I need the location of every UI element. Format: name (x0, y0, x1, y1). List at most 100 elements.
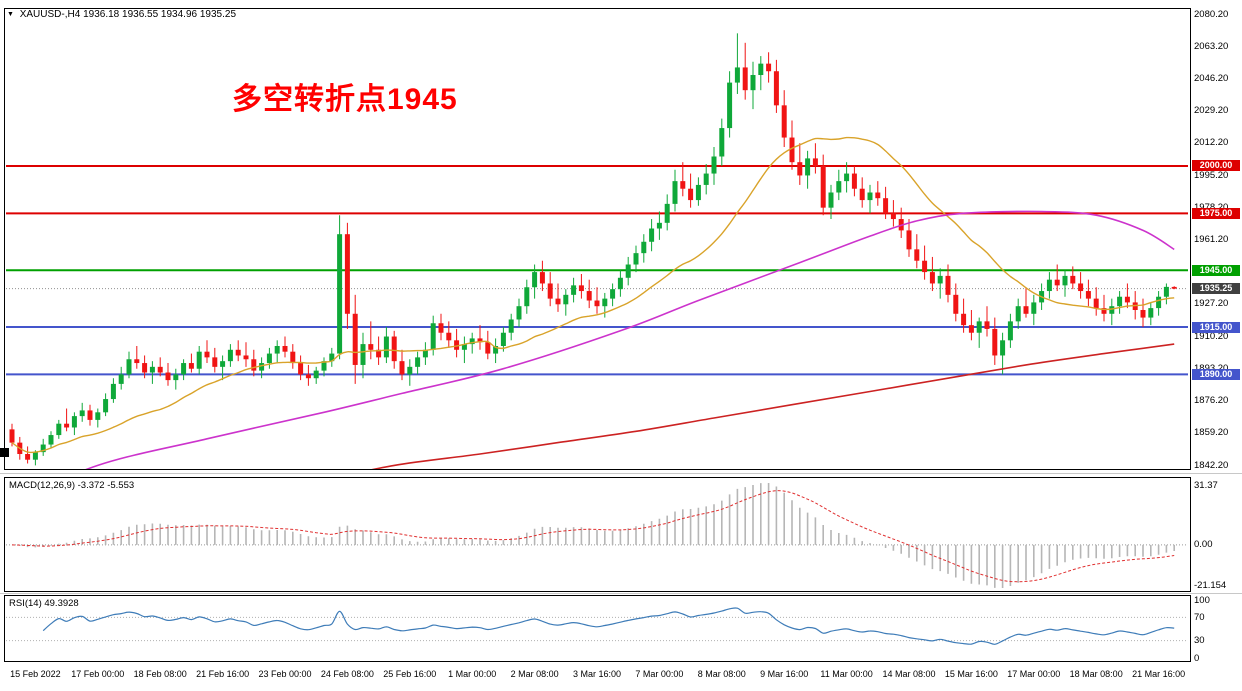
candle (181, 363, 187, 375)
candle (649, 228, 655, 242)
candle (836, 181, 842, 193)
candle (1163, 286, 1169, 297)
candle (508, 319, 514, 333)
candle (524, 287, 530, 307)
candle (399, 361, 405, 375)
candle (118, 374, 124, 384)
candle (149, 366, 155, 373)
rsi-line (42, 607, 1175, 645)
candle (1140, 309, 1146, 318)
candle (859, 188, 865, 201)
candle (875, 192, 881, 199)
candle (516, 306, 522, 320)
candle (204, 351, 210, 358)
candle (71, 416, 77, 428)
ma-slow-line (371, 343, 1175, 469)
candle (79, 410, 85, 417)
candle (820, 165, 826, 208)
candle (1124, 296, 1130, 303)
candle (235, 349, 241, 356)
main-panel-frame (4, 8, 1191, 470)
candle (1101, 308, 1107, 314)
candle (719, 128, 725, 157)
candle (461, 344, 467, 350)
candle (64, 423, 70, 428)
candle (742, 67, 748, 91)
candle (563, 294, 569, 305)
candle (984, 321, 990, 329)
chart-ohlc-readout: 1936.18 1936.55 1934.96 1935.25 (83, 9, 237, 20)
chart-title: ▼ XAUUSD-,H4 1936.18 1936.55 1934.96 193… (7, 9, 236, 20)
candle (672, 181, 678, 204)
candle (789, 137, 795, 163)
candle (493, 345, 499, 354)
candle (56, 423, 62, 436)
candle (259, 363, 265, 371)
candle (188, 363, 194, 369)
candle (828, 192, 834, 208)
candle (95, 412, 101, 420)
candle (633, 253, 639, 265)
candle (953, 294, 959, 314)
candle (134, 359, 140, 364)
candle (477, 338, 483, 343)
candle (360, 344, 366, 365)
candle (992, 328, 998, 356)
candle (890, 213, 896, 220)
candle (945, 275, 951, 295)
candle (976, 321, 982, 333)
candle (352, 313, 358, 365)
candle (337, 234, 343, 354)
macd-signal-line (11, 490, 1175, 583)
candle (1156, 296, 1162, 309)
candle (805, 158, 811, 176)
macd-panel-frame (4, 477, 1191, 592)
macd-histogram (19, 483, 1175, 588)
candle (1007, 321, 1013, 341)
candle (383, 336, 389, 358)
chart-symbol-timeframe: XAUUSD-,H4 (19, 9, 81, 20)
ma-fast-line (11, 136, 1175, 454)
candle (173, 374, 179, 381)
candle (1148, 308, 1154, 318)
candle (851, 173, 857, 189)
candle (103, 399, 109, 413)
candle (110, 383, 116, 400)
candle (844, 173, 850, 182)
candle (1085, 291, 1091, 299)
candle (1171, 286, 1177, 289)
candle (532, 272, 538, 288)
candle (929, 272, 935, 284)
candle (867, 192, 873, 201)
candle (727, 82, 733, 129)
candle (500, 332, 506, 346)
candle (914, 249, 920, 261)
candle (625, 264, 631, 278)
candle (407, 366, 413, 375)
candle (126, 359, 132, 375)
candle (773, 71, 779, 106)
candle (578, 285, 584, 292)
candle (734, 67, 740, 83)
candle (391, 336, 397, 362)
candle (1015, 306, 1021, 322)
candle (610, 289, 616, 299)
candle (25, 454, 31, 460)
candle (142, 363, 148, 373)
candle (781, 105, 787, 138)
macd-label: MACD(12,26,9) -3.372 -5.553 (9, 480, 135, 491)
candle (1000, 340, 1006, 356)
annotation-text: 多空转折点1945 (232, 83, 458, 116)
candle (48, 435, 54, 445)
candle (812, 158, 818, 166)
chart-left-marker (0, 448, 9, 457)
candle (602, 298, 608, 307)
dropdown-arrow-icon[interactable]: ▼ (7, 11, 14, 18)
candle (485, 342, 491, 354)
candle (906, 230, 912, 250)
candle (212, 357, 218, 367)
candle (1046, 279, 1052, 292)
candle (1093, 298, 1099, 309)
candle (555, 298, 561, 305)
